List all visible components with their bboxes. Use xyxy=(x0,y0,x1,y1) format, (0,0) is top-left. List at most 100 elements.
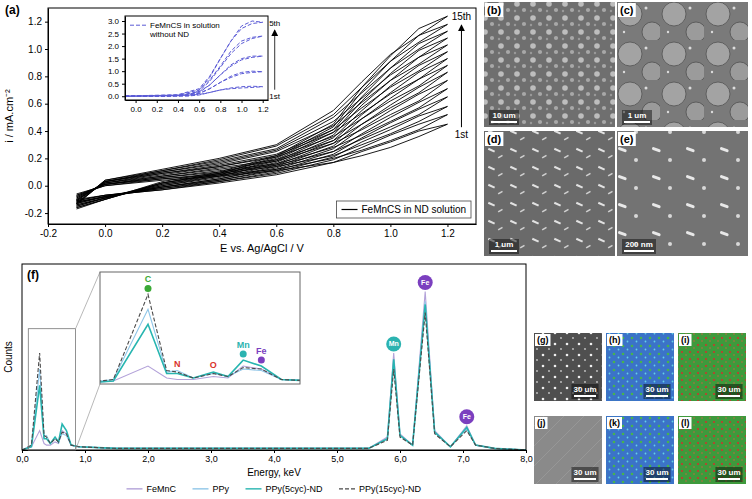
image-panel: 30 um(l) xyxy=(678,416,746,484)
tick: 0.5 xyxy=(108,80,125,89)
scale-bar-label: 10 um xyxy=(492,111,515,120)
axis: -0.20.00.20.40.60.81.01.2 xyxy=(25,9,49,225)
line xyxy=(100,272,300,384)
tick: 3.0 xyxy=(108,17,125,26)
panel-label: (j) xyxy=(537,418,546,428)
tick-mark xyxy=(337,450,338,453)
micrograph xyxy=(484,131,615,256)
legend-swatch xyxy=(192,488,208,489)
legend-swatch xyxy=(126,488,142,489)
tick-label: 1.5 xyxy=(108,55,120,64)
peak-marker xyxy=(386,336,401,351)
image-panel: 30 um (j) xyxy=(534,416,602,484)
scale-bar-line xyxy=(574,478,596,480)
tick-label: 6,0 xyxy=(394,454,407,464)
axis-title: Energy, keV xyxy=(247,467,301,478)
line xyxy=(77,89,448,202)
label-patch xyxy=(607,334,623,346)
peak-marker xyxy=(459,409,474,424)
legend: FeMnCS in solutionwithout ND xyxy=(130,21,220,39)
scale-bar-patch xyxy=(622,239,656,254)
label-patch xyxy=(618,3,636,17)
tick-label: 1,0 xyxy=(79,454,92,464)
panel-label: (d) xyxy=(487,133,501,145)
tick: 0.6 xyxy=(194,100,206,114)
axis: -0.20.00.20.40.60.81.01.2 xyxy=(40,224,477,239)
tick-mark xyxy=(162,224,163,227)
tick-mark xyxy=(45,22,48,23)
peak-annotation: Fe xyxy=(418,275,433,290)
tick-mark xyxy=(199,100,200,103)
tick-mark xyxy=(122,96,125,97)
tick: 1.0 xyxy=(384,224,398,239)
annotation: 1st xyxy=(269,92,280,101)
scale-bar-label: 1 um xyxy=(495,240,514,249)
legend-label-line: PPy(15cyc)-ND xyxy=(359,484,422,494)
plot-background xyxy=(125,16,268,100)
image-panel: 1 um (d) xyxy=(484,131,615,256)
tick: 1.2 xyxy=(28,16,48,27)
tick: 2,0 xyxy=(142,450,155,464)
tick-mark xyxy=(22,450,23,453)
tick: 4,0 xyxy=(268,450,281,464)
tick-label: 2,0 xyxy=(142,454,155,464)
tick-label: -0.2 xyxy=(40,228,58,239)
scale-bar-patch xyxy=(571,384,598,399)
tick: 0.0 xyxy=(28,180,48,191)
peak-annotation: Fe xyxy=(256,346,267,364)
legend-label-line: PPy(5cyc)-ND xyxy=(266,484,324,494)
scale-bar-patch xyxy=(643,467,670,482)
label-patch xyxy=(535,417,548,429)
scale-bar: 30 um xyxy=(571,467,598,482)
axis-line xyxy=(49,224,477,225)
tick-mark xyxy=(136,100,137,103)
tick-label: 0.4 xyxy=(213,228,227,239)
annotation: N xyxy=(174,359,181,369)
micrograph xyxy=(484,2,615,127)
panel-label: (a) xyxy=(5,3,20,17)
tick-mark xyxy=(85,450,86,453)
scale-bar: 200 nm xyxy=(622,239,656,254)
label-patch xyxy=(607,417,622,429)
tick: 3,0 xyxy=(205,450,218,464)
plot-frame xyxy=(48,8,476,224)
tick-mark xyxy=(274,450,275,453)
scale-bar-line xyxy=(718,395,740,397)
tick-mark xyxy=(211,450,212,453)
tick-mark xyxy=(219,224,220,227)
line xyxy=(77,115,448,201)
tick-mark xyxy=(390,224,391,227)
tick-mark xyxy=(122,34,125,35)
axis-title: Counts xyxy=(3,341,14,373)
scale-bar-patch xyxy=(622,110,652,125)
legend-entry: PPy(15cyc)-ND xyxy=(339,484,422,494)
tick: 0.4 xyxy=(173,100,185,114)
zoom-connector xyxy=(76,384,100,450)
scale-bar: 10 um xyxy=(489,110,519,125)
tick: 0.0 xyxy=(131,100,143,114)
legend-label: FeMnCS in solutionwithout ND xyxy=(149,21,220,39)
legend-entry: FeMnC xyxy=(126,484,176,494)
image-panel: 10 um(b) xyxy=(484,2,615,127)
tick-mark xyxy=(220,100,221,103)
tick-mark xyxy=(242,100,243,103)
axis: 0.00.20.40.60.81.01.2 xyxy=(126,100,270,114)
tick-mark xyxy=(45,186,48,187)
tick-label: 0.8 xyxy=(327,228,341,239)
scale-bar-patch xyxy=(489,239,519,254)
legend-label: PPy(15cyc)-ND xyxy=(359,484,422,494)
tick-mark xyxy=(105,224,106,227)
label-patch xyxy=(679,334,692,346)
tick-mark xyxy=(122,46,125,47)
scale-bar-patch xyxy=(643,384,670,399)
image-panel: 30 um(h) xyxy=(606,333,674,401)
peak-annotation: N xyxy=(174,359,181,369)
tick: 2.5 xyxy=(108,30,125,39)
tick-label: 0.8 xyxy=(28,71,42,82)
peak-annotation: C xyxy=(145,274,152,292)
image-panel: 200 nm(e) xyxy=(617,131,748,256)
tick: 0.8 xyxy=(215,100,227,114)
tick-label: 0.5 xyxy=(108,80,120,89)
panel-label: (i) xyxy=(681,335,690,345)
plot-frame xyxy=(22,264,526,450)
